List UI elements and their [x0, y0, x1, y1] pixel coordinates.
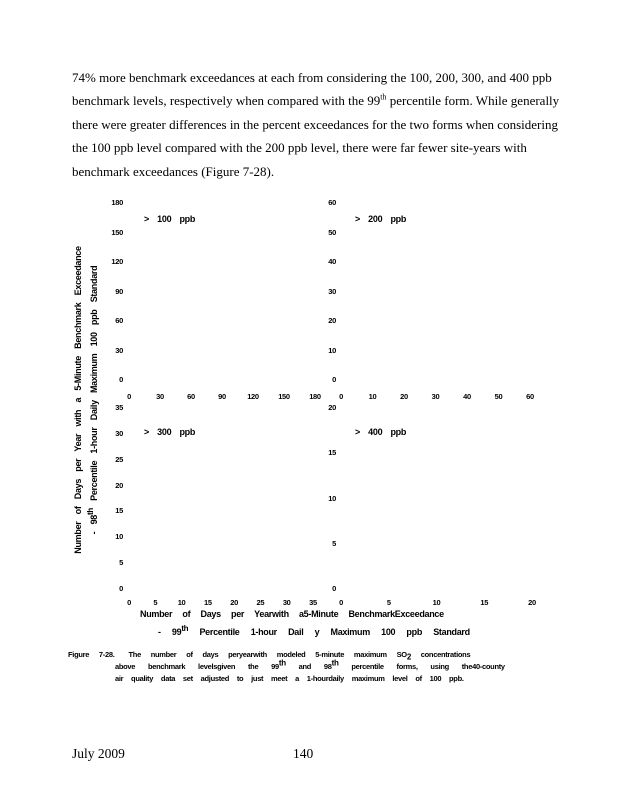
- axis-tick-label: 0: [127, 598, 131, 607]
- axis-tick-label: 15: [328, 448, 336, 458]
- panel-400ppb-y-axis: 20 15 10 5 0: [308, 403, 336, 593]
- caption-text: and 98: [285, 662, 332, 671]
- panel-100ppb-label: > 100 ppb: [144, 214, 196, 224]
- axis-tick-label: 5: [153, 598, 158, 607]
- axis-tick-label: 0: [332, 584, 336, 593]
- axis-tick-label: 30: [431, 392, 440, 401]
- axis-tick-label: 10: [432, 598, 441, 607]
- figure-number: Figure 7-28.: [68, 650, 115, 659]
- axis-tick-label: 35: [309, 598, 317, 607]
- superscript-th: th: [86, 508, 95, 516]
- panel-200ppb-label: > 200 ppb: [355, 214, 407, 224]
- subscript-2: 2: [406, 652, 411, 662]
- axis-tick-label: 120: [247, 392, 259, 401]
- superscript-th: th: [278, 658, 286, 668]
- axis-tick-label: 30: [115, 428, 123, 438]
- caption-line3: air quality data set adjusted to just me…: [115, 674, 464, 683]
- axis-tick-label: 150: [278, 392, 290, 401]
- footer-date: July 2009: [72, 746, 125, 761]
- axis-tick-label: 30: [328, 286, 336, 296]
- axis-tick-label: 20: [328, 316, 336, 325]
- axis-tick-label: 150: [111, 227, 123, 237]
- axis-tick-label: 30: [156, 392, 164, 401]
- figure-caption: Figure 7-28. The number of days peryearwi…: [68, 649, 538, 685]
- axis-tick-label: 20: [528, 598, 536, 607]
- panel-300ppb-x-axis: 0 5 10 15 20 25 30 35: [116, 598, 326, 607]
- paragraph-text: percentile form. While generally: [386, 93, 560, 109]
- panel-300ppb-y-axis: 35 30 25 20 15 10 5 0: [95, 403, 123, 593]
- axis-tick-label: 15: [480, 598, 489, 607]
- caption-line2: above benchmark levelsgiven the 99th and…: [115, 658, 538, 673]
- axis-tick-label: 50: [494, 392, 503, 401]
- axis-tick-label: 15: [115, 506, 123, 516]
- x-axis-title-text: - 99: [158, 627, 182, 637]
- axis-tick-label: 20: [115, 480, 123, 490]
- panel-100ppb-x-axis: 0 30 60 90 120 150 180: [116, 392, 328, 401]
- axis-tick-label: 180: [309, 392, 321, 401]
- axis-tick-label: 0: [119, 583, 123, 593]
- paragraph-line: the 100 ppb level compared with the 200 …: [72, 140, 527, 156]
- axis-tick-label: 120: [111, 257, 123, 266]
- axis-tick-label: 60: [115, 316, 123, 325]
- axis-tick-label: 35: [115, 403, 123, 412]
- axis-tick-label: 10: [115, 532, 123, 542]
- paragraph-line: 74% more benchmark exceedances at each f…: [72, 70, 552, 85]
- axis-tick-label: 40: [328, 257, 336, 266]
- panel-400ppb-label: > 400 ppb: [355, 427, 407, 437]
- axis-tick-label: 60: [187, 392, 195, 401]
- axis-tick-label: 0: [339, 392, 343, 401]
- axis-tick-label: 0: [119, 375, 123, 384]
- axis-tick-label: 60: [526, 392, 534, 401]
- axis-tick-label: 90: [218, 392, 226, 401]
- axis-tick-label: 90: [115, 286, 123, 296]
- caption-text: above benchmark levelsgiven the 99: [115, 662, 279, 671]
- axis-tick-label: 25: [256, 598, 265, 607]
- axis-tick-label: 20: [400, 392, 408, 401]
- x-axis-title-line2: - 99th Percentile 1-hour Dail y Maximum …: [158, 624, 470, 638]
- axis-tick-label: 5: [332, 538, 336, 548]
- axis-tick-label: 20: [230, 598, 238, 607]
- superscript-th: th: [181, 624, 189, 633]
- axis-tick-label: 5: [119, 558, 123, 568]
- panel-200ppb-y-axis: 60 50 40 30 20 10 0: [308, 198, 336, 384]
- axis-tick-label: 25: [115, 454, 123, 464]
- caption-line1: Figure 7-28. The number of days peryearwi…: [68, 649, 538, 661]
- axis-tick-label: 10: [368, 392, 377, 401]
- axis-tick-label: 60: [328, 198, 336, 207]
- axis-tick-label: 5: [386, 598, 391, 607]
- axis-tick-label: 50: [328, 227, 336, 237]
- axis-tick-label: 10: [328, 493, 336, 503]
- x-axis-title-text: Percentile 1-hour Dail y Maximum 100 ppb…: [188, 627, 470, 637]
- caption-text: The number of days peryearwith modeled 5…: [128, 650, 408, 659]
- caption-text: percentile forms, using the40-county: [338, 662, 505, 671]
- panel-200ppb-x-axis: 0 10 20 30 40 50 60: [328, 392, 543, 401]
- footer-page-number: 140: [293, 746, 314, 761]
- axis-tick-label: 10: [177, 598, 186, 607]
- x-axis-title-line1: Number of Days per Yearwith a5-Minute Be…: [140, 609, 444, 619]
- paragraph-line: there were greater differences in the pe…: [72, 116, 558, 132]
- axis-tick-label: 0: [339, 598, 343, 607]
- paragraph-line: benchmark levels, respectively when comp…: [72, 89, 560, 112]
- paragraph-line: benchmark exceedances (Figure 7-28).: [72, 163, 275, 179]
- superscript-th: th: [380, 93, 387, 103]
- y-axis-title-line1: Number of Days per Year with a 5-Minute …: [73, 246, 83, 554]
- axis-tick-label: 20: [328, 403, 336, 412]
- panel-400ppb-x-axis: 0 5 10 15 20: [328, 598, 545, 607]
- body-paragraph: 74% more benchmark exceedances at each f…: [72, 66, 560, 183]
- paragraph-text: benchmark levels, respectively when comp…: [72, 93, 381, 109]
- axis-tick-label: 0: [332, 375, 336, 384]
- superscript-th: th: [331, 658, 339, 668]
- axis-tick-label: 15: [203, 598, 212, 607]
- axis-tick-label: 0: [127, 392, 131, 401]
- axis-tick-label: 30: [115, 345, 123, 355]
- panel-100ppb-y-axis: 180 150 120 90 60 30 0: [95, 198, 123, 384]
- panel-300ppb-label: > 300 ppb: [144, 427, 196, 437]
- axis-tick-label: 10: [328, 345, 336, 355]
- axis-tick-label: 180: [111, 198, 123, 207]
- axis-tick-label: 40: [463, 392, 471, 401]
- caption-text: concentrations: [410, 650, 471, 659]
- axis-tick-label: 30: [282, 598, 291, 607]
